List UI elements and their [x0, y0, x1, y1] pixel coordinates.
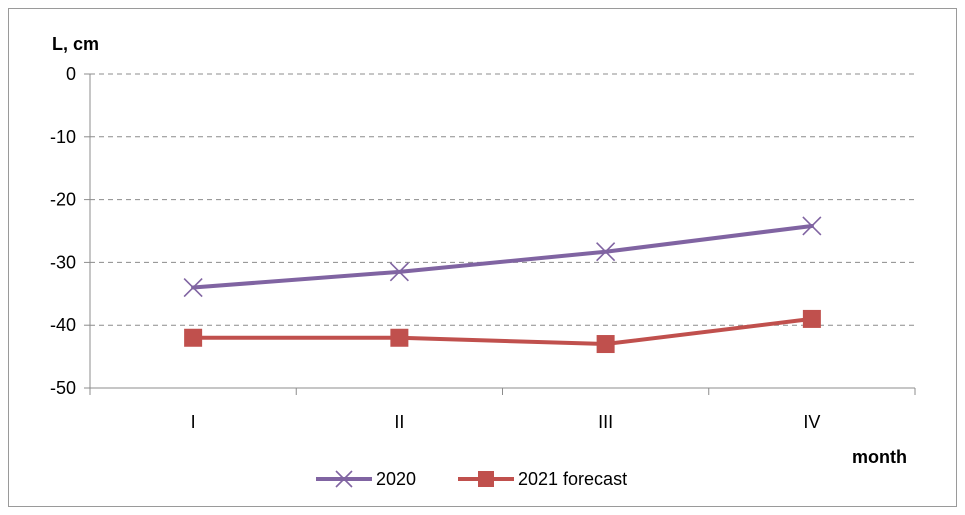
x-axis-title: month	[852, 447, 907, 467]
data-point	[335, 470, 353, 488]
legend-label: 2021 forecast	[518, 469, 627, 489]
marker-stroke	[335, 470, 353, 488]
gridlines	[90, 73, 915, 326]
x-tick-label: II	[394, 412, 404, 432]
y-tick-label: -40	[50, 315, 76, 335]
x-tick-label: I	[191, 412, 196, 432]
marker-stroke	[802, 216, 822, 236]
series-0	[183, 216, 822, 298]
x-tick-label: III	[598, 412, 613, 432]
y-tick-label: -30	[50, 252, 76, 272]
marker-stroke	[596, 242, 616, 262]
axes	[84, 73, 916, 395]
x-tick-labels: I II III IV	[191, 412, 821, 432]
marker-stroke	[389, 262, 409, 282]
y-tick-label: 0	[66, 64, 76, 84]
marker-stroke	[183, 277, 203, 298]
data-point	[390, 328, 409, 347]
data-point	[184, 328, 203, 347]
y-axis-title: L, cm	[52, 34, 99, 54]
legend-item-0: 2020	[316, 469, 416, 489]
y-tick-label: -20	[50, 190, 76, 210]
data-point	[596, 335, 615, 354]
series-1	[184, 309, 821, 354]
data-point	[183, 277, 203, 298]
y-tick-labels: 0 -10 -20 -30 -40 -50	[50, 64, 76, 398]
y-tick-label: -10	[50, 127, 76, 147]
data-point	[478, 471, 494, 487]
data-point	[389, 262, 409, 282]
x-tick-label: IV	[803, 412, 820, 432]
data-point	[596, 242, 616, 262]
data-point	[802, 309, 821, 328]
legend-item-1: 2021 forecast	[458, 469, 627, 489]
chart-frame	[8, 8, 957, 507]
series	[183, 216, 822, 354]
legend: 2020 2021 forecast	[316, 469, 627, 489]
series-line	[191, 316, 814, 347]
legend-label: 2020	[376, 469, 416, 489]
y-tick-label: -50	[50, 378, 76, 398]
data-point	[802, 216, 822, 236]
series-line	[191, 223, 814, 290]
